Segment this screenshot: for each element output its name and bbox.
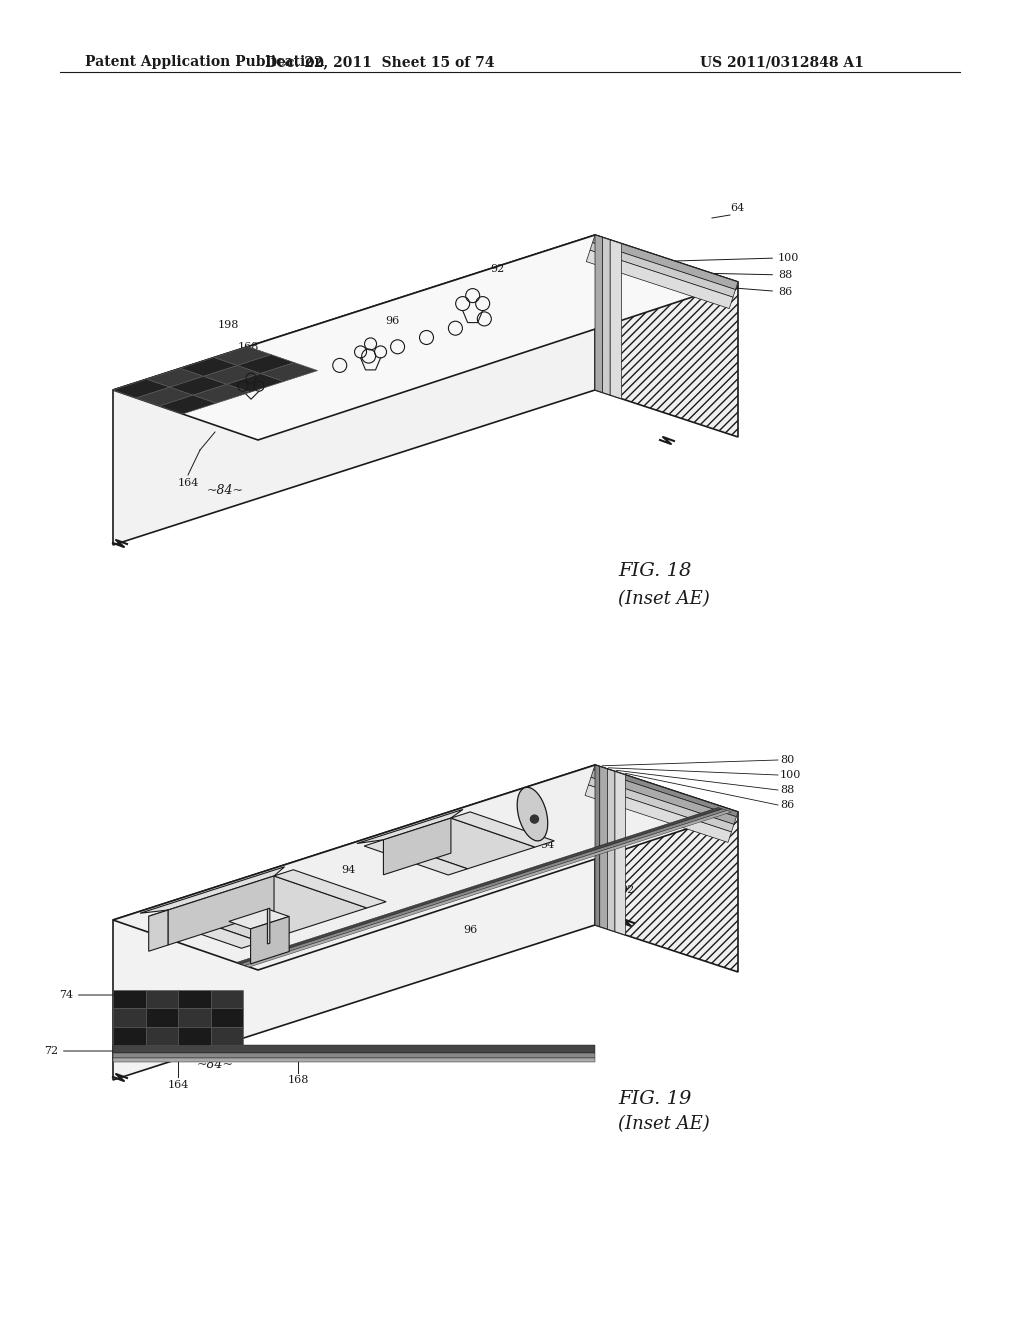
Polygon shape bbox=[204, 366, 261, 384]
Text: 88: 88 bbox=[780, 785, 795, 795]
Polygon shape bbox=[178, 990, 211, 1008]
Polygon shape bbox=[194, 384, 250, 403]
Polygon shape bbox=[211, 1008, 243, 1027]
Text: FIG. 19: FIG. 19 bbox=[618, 1090, 691, 1107]
Polygon shape bbox=[160, 395, 216, 414]
Polygon shape bbox=[595, 766, 600, 927]
Polygon shape bbox=[241, 809, 727, 965]
Polygon shape bbox=[170, 376, 227, 395]
Text: 168: 168 bbox=[288, 1074, 308, 1085]
Polygon shape bbox=[178, 1008, 211, 1027]
Polygon shape bbox=[146, 368, 204, 387]
Text: 88: 88 bbox=[651, 271, 793, 280]
Polygon shape bbox=[451, 812, 554, 847]
Polygon shape bbox=[274, 870, 386, 908]
Polygon shape bbox=[237, 808, 723, 964]
Polygon shape bbox=[113, 990, 145, 1008]
Polygon shape bbox=[607, 770, 615, 932]
Polygon shape bbox=[168, 876, 367, 942]
Text: 80: 80 bbox=[780, 755, 795, 766]
Polygon shape bbox=[615, 772, 626, 935]
Polygon shape bbox=[610, 240, 622, 399]
Polygon shape bbox=[261, 363, 317, 381]
Polygon shape bbox=[178, 1027, 211, 1045]
Polygon shape bbox=[383, 818, 451, 875]
Polygon shape bbox=[594, 766, 738, 817]
Polygon shape bbox=[211, 1027, 243, 1045]
Polygon shape bbox=[113, 379, 170, 399]
Polygon shape bbox=[136, 387, 194, 407]
Text: 96: 96 bbox=[463, 925, 477, 935]
Polygon shape bbox=[148, 909, 261, 948]
Polygon shape bbox=[113, 1053, 595, 1059]
Text: 96: 96 bbox=[386, 315, 399, 326]
Polygon shape bbox=[591, 770, 736, 825]
Polygon shape bbox=[590, 243, 735, 297]
Polygon shape bbox=[214, 347, 271, 366]
Polygon shape bbox=[211, 990, 243, 1008]
Polygon shape bbox=[357, 809, 463, 843]
Polygon shape bbox=[113, 766, 595, 1080]
Text: FIG. 18: FIG. 18 bbox=[618, 562, 691, 579]
Polygon shape bbox=[113, 1045, 595, 1053]
Polygon shape bbox=[113, 766, 738, 970]
Text: Patent Application Publication: Patent Application Publication bbox=[85, 55, 325, 69]
Polygon shape bbox=[238, 355, 294, 374]
Text: 64: 64 bbox=[730, 203, 744, 213]
Text: 198: 198 bbox=[217, 319, 239, 330]
Text: 94: 94 bbox=[341, 865, 355, 875]
Polygon shape bbox=[383, 818, 535, 869]
Polygon shape bbox=[145, 990, 178, 1008]
Polygon shape bbox=[245, 810, 731, 968]
Polygon shape bbox=[365, 840, 468, 875]
Text: 86: 86 bbox=[660, 282, 793, 297]
Text: ~84~: ~84~ bbox=[207, 483, 244, 496]
Polygon shape bbox=[113, 1027, 145, 1045]
Ellipse shape bbox=[517, 787, 548, 841]
Text: 92: 92 bbox=[620, 884, 634, 895]
Polygon shape bbox=[587, 251, 733, 309]
Polygon shape bbox=[593, 235, 738, 289]
Text: 86: 86 bbox=[780, 800, 795, 810]
Polygon shape bbox=[589, 777, 734, 832]
Polygon shape bbox=[585, 785, 731, 842]
Text: 164: 164 bbox=[167, 1080, 188, 1090]
Text: 164: 164 bbox=[178, 478, 200, 488]
Circle shape bbox=[530, 814, 539, 824]
Text: 100: 100 bbox=[780, 770, 802, 780]
Polygon shape bbox=[267, 908, 269, 944]
Polygon shape bbox=[168, 876, 274, 945]
Text: ~84~: ~84~ bbox=[197, 1059, 233, 1072]
Polygon shape bbox=[113, 1059, 595, 1063]
Text: 92: 92 bbox=[490, 264, 505, 273]
Polygon shape bbox=[600, 767, 607, 929]
Polygon shape bbox=[148, 909, 168, 952]
Polygon shape bbox=[251, 916, 289, 964]
Polygon shape bbox=[113, 235, 738, 440]
Text: (Inset AE): (Inset AE) bbox=[618, 1115, 710, 1133]
Polygon shape bbox=[228, 909, 289, 929]
Polygon shape bbox=[595, 766, 738, 972]
Text: Dec. 22, 2011  Sheet 15 of 74: Dec. 22, 2011 Sheet 15 of 74 bbox=[265, 55, 495, 69]
Text: 94: 94 bbox=[540, 840, 554, 850]
Polygon shape bbox=[140, 867, 285, 913]
Polygon shape bbox=[180, 358, 238, 376]
Text: (Inset AE): (Inset AE) bbox=[618, 590, 710, 609]
Polygon shape bbox=[113, 235, 595, 545]
Polygon shape bbox=[595, 235, 602, 392]
Text: US 2011/0312848 A1: US 2011/0312848 A1 bbox=[700, 55, 864, 69]
Text: 168: 168 bbox=[238, 342, 259, 352]
Polygon shape bbox=[145, 1008, 178, 1027]
Polygon shape bbox=[145, 1027, 178, 1045]
Text: 100: 100 bbox=[643, 253, 800, 263]
Text: 74: 74 bbox=[58, 990, 116, 1001]
Polygon shape bbox=[227, 374, 284, 392]
Polygon shape bbox=[602, 238, 610, 395]
Text: 72: 72 bbox=[44, 1045, 116, 1056]
Polygon shape bbox=[113, 1008, 145, 1027]
Polygon shape bbox=[595, 235, 738, 437]
